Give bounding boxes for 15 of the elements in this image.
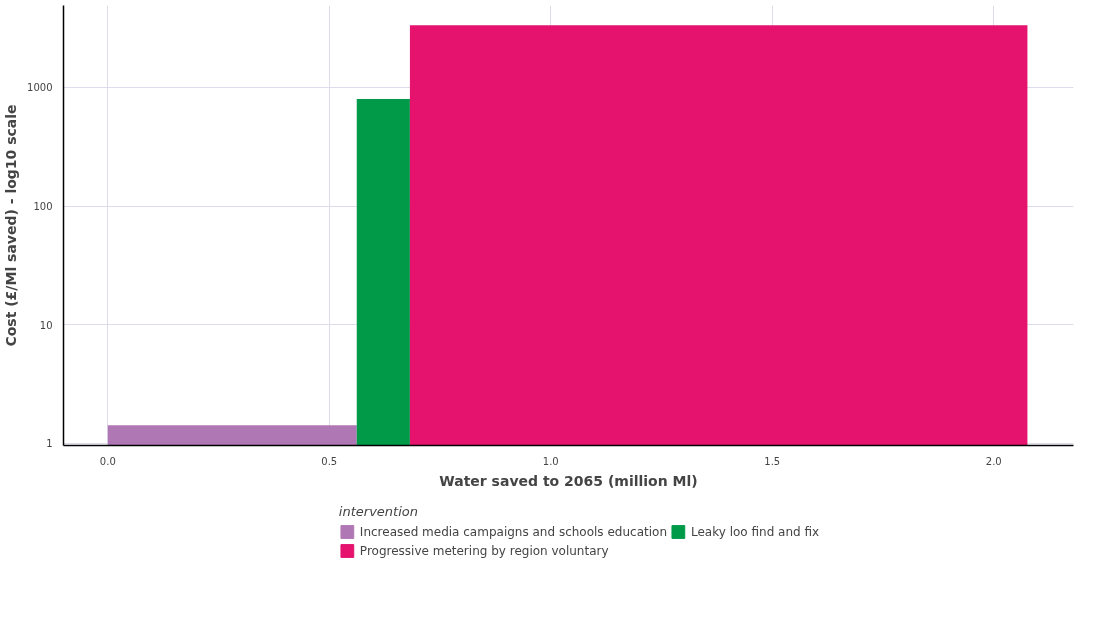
y-tick-label: 1000 [27, 82, 53, 94]
legend-label: Increased media campaigns and schools education [359, 524, 667, 539]
y-axis-title: Cost (£/Ml saved) - log10 scale [3, 104, 20, 347]
x-tick-label: 1.0 [542, 455, 559, 467]
x-tick-label: 1.5 [764, 455, 781, 467]
x-tick-label: 2.0 [985, 455, 1002, 467]
y-tick-label: 10 [39, 319, 53, 331]
x-axis-title: Water saved to 2065 (million Ml) [439, 472, 698, 489]
legend-label: Progressive metering by region voluntary [359, 543, 609, 558]
legend-label: Leaky loo find and fix [690, 524, 820, 539]
x-tick-label: 0.0 [99, 455, 116, 467]
legend-title: intervention [338, 503, 419, 519]
y-tick-label: 100 [33, 201, 53, 213]
x-tick-label: 0.5 [321, 455, 338, 467]
y-tick-label: 1 [46, 438, 53, 450]
